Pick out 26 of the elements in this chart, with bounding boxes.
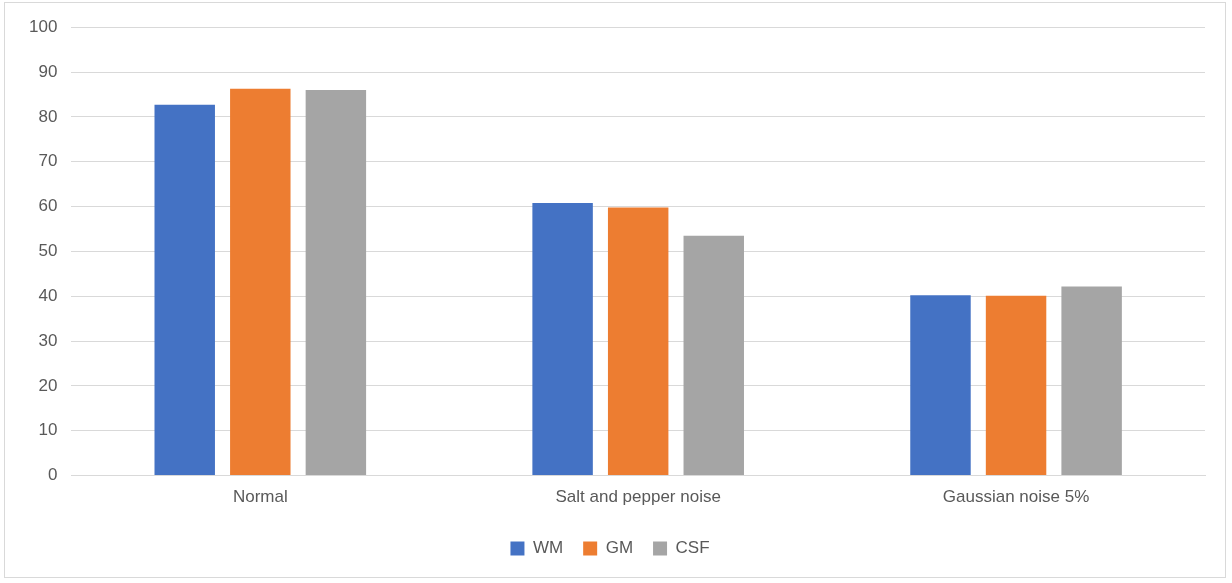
- y-tick-label: 0: [47, 465, 58, 485]
- y-tick-label: 90: [38, 61, 58, 81]
- y-tick-label: 50: [38, 241, 58, 261]
- bar: [985, 295, 1047, 476]
- legend-label: WM: [532, 538, 564, 558]
- y-tick-label: 80: [38, 106, 58, 126]
- y-tick-label: 30: [38, 330, 58, 350]
- bar: [154, 104, 215, 476]
- x-tick-label: Gaussian noise 5%: [942, 487, 1090, 507]
- bar: [607, 207, 669, 476]
- bar: [305, 89, 367, 476]
- y-tick-label: 20: [38, 375, 58, 395]
- bar: [683, 235, 744, 476]
- x-tick-label: Normal: [232, 487, 288, 507]
- y-tick-label: 70: [38, 151, 58, 171]
- legend-label: GM: [605, 538, 634, 558]
- bar: [1061, 286, 1122, 476]
- y-tick-label: 40: [38, 285, 58, 305]
- legend-label: CSF: [675, 538, 710, 558]
- bar: [532, 202, 593, 476]
- bar: [910, 295, 971, 476]
- y-tick-label: 10: [38, 420, 58, 440]
- bar: [230, 88, 291, 476]
- x-tick-label: Salt and pepper noise: [555, 487, 721, 507]
- y-tick-label: 100: [28, 16, 58, 36]
- y-tick-label: 60: [38, 196, 58, 216]
